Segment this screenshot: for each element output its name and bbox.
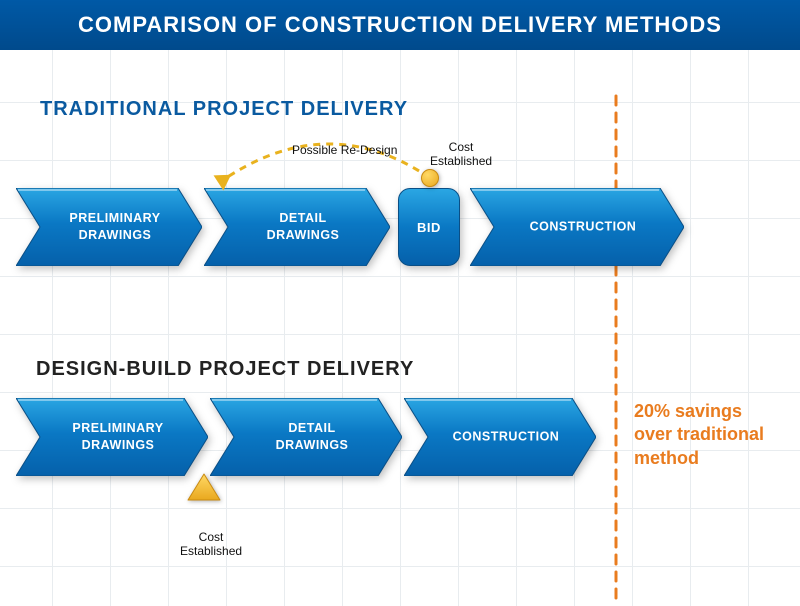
cost-established-marker-traditional	[421, 169, 439, 187]
savings-callout: 20% savings over traditional method	[634, 400, 764, 470]
cost-established-label-traditional: Cost Established	[430, 140, 492, 169]
redesign-arc	[0, 0, 800, 606]
redesign-label: Possible Re-Design	[292, 143, 397, 157]
cost-established-marker-designbuild	[186, 472, 222, 502]
cost-established-label-designbuild: Cost Established	[180, 530, 242, 559]
